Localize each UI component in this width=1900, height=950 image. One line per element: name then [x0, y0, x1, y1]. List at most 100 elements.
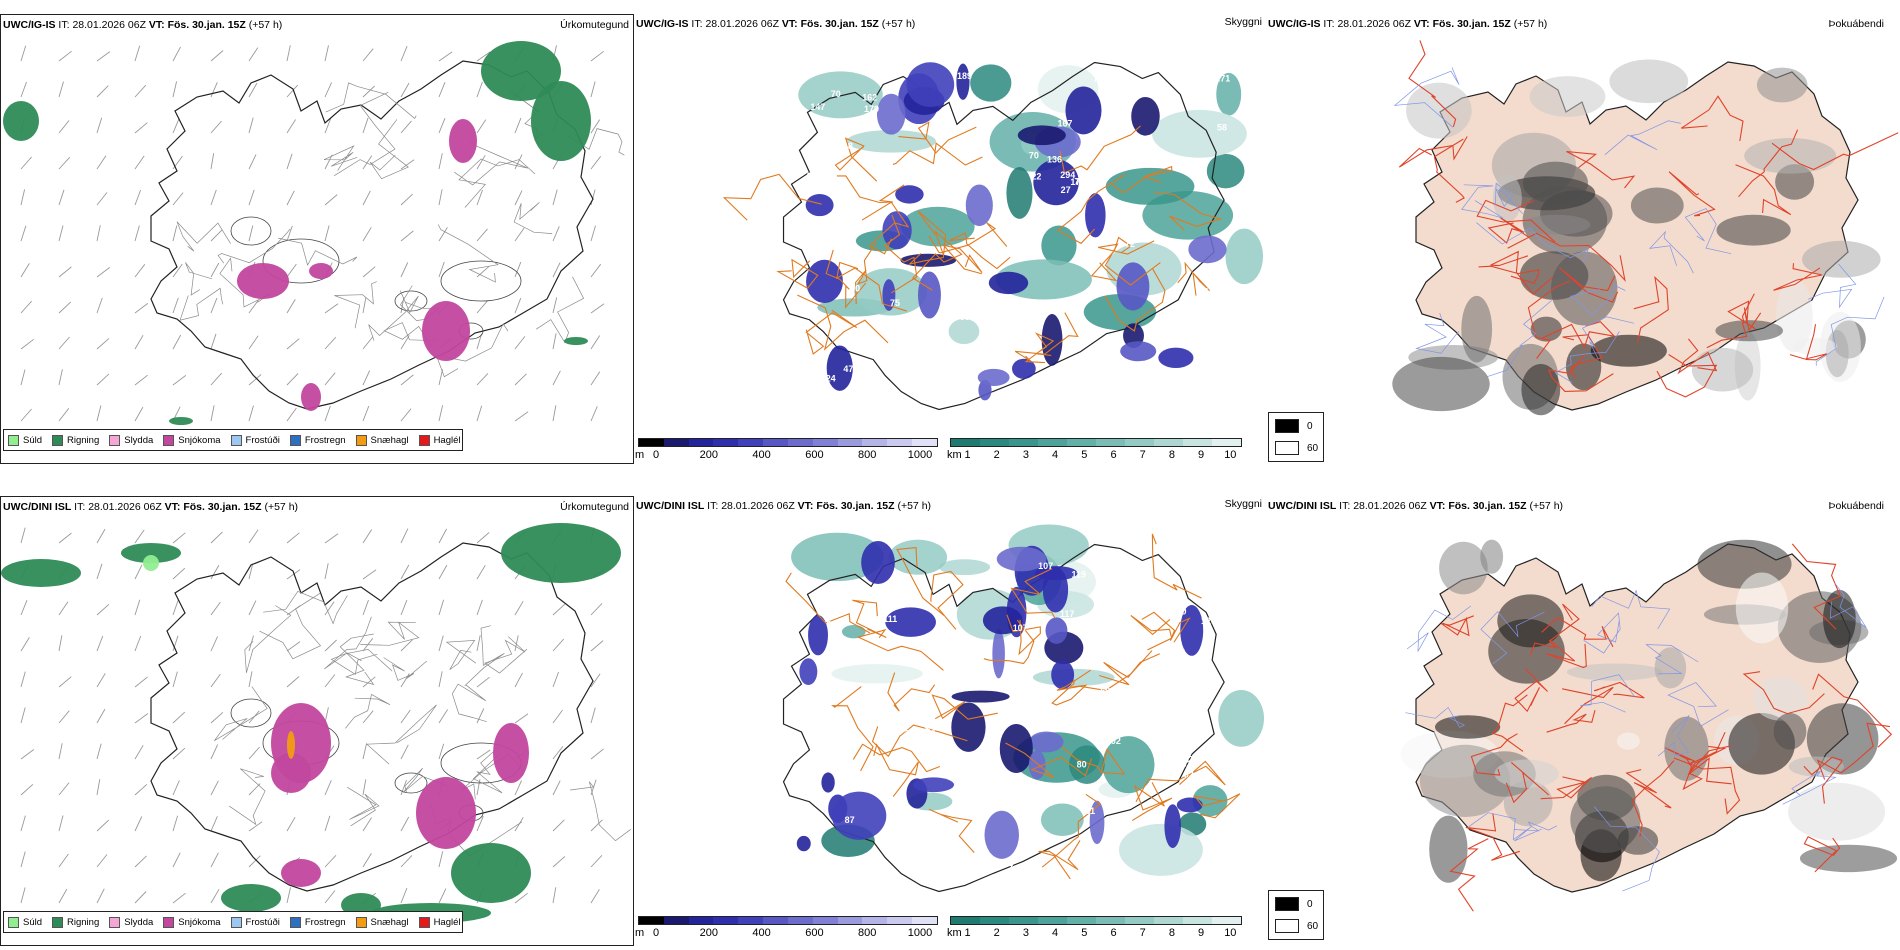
precip-area — [281, 859, 321, 887]
wind-barb — [590, 371, 601, 386]
wind-barb — [400, 887, 408, 904]
vis-m-area — [965, 184, 993, 227]
glacier-outline — [230, 698, 272, 728]
vis-value-label: 18 — [843, 141, 853, 151]
wind-barb — [96, 743, 102, 760]
vis-value-label: 85 — [826, 619, 836, 629]
road-line — [1816, 722, 1891, 780]
wind-barb — [248, 225, 254, 242]
lead-time: (+57 h) — [897, 500, 932, 512]
precip-area — [1, 559, 81, 587]
vis-m-area — [1045, 617, 1068, 644]
vis-value-label: 17 — [1070, 177, 1080, 187]
vis-m-area — [951, 702, 986, 752]
wind-barb — [438, 369, 444, 386]
road-line — [464, 625, 505, 687]
wind-barb — [172, 118, 180, 134]
road-line — [1546, 709, 1596, 733]
wind-barb — [362, 190, 371, 206]
wind-barb — [210, 888, 220, 904]
fog-shade — [1799, 844, 1898, 873]
lead-time: (+57 h) — [1513, 18, 1548, 30]
wind-barb — [172, 852, 181, 868]
panel-title: Þokuábendi — [1828, 500, 1884, 512]
wind-barb — [248, 299, 259, 314]
road-line — [1684, 208, 1732, 255]
wind-barb — [248, 671, 253, 688]
colorbar-tick: 10 — [1224, 927, 1237, 939]
road-line — [435, 323, 509, 378]
colorbar-unit: km — [947, 927, 962, 939]
model-name: UWC/IG-IS — [636, 18, 689, 30]
wind-barb — [362, 529, 373, 544]
glacier-outline — [394, 772, 428, 794]
colorbar-cells — [638, 438, 938, 447]
vis-m-area — [1120, 341, 1157, 362]
vis-value-label: 27 — [975, 794, 985, 804]
colorbar-tick: 200 — [699, 449, 718, 461]
vis-labels: 69 70 58 85 72 18 70 147 101 271 179 294 107 69 77 189 6… — [807, 71, 1230, 385]
wind-barb — [286, 887, 291, 904]
colorbar-tick: 800 — [858, 449, 877, 461]
colorbar-tick: 3 — [1022, 449, 1029, 461]
vis-value-label: 70 — [850, 283, 860, 293]
wind-barb — [324, 780, 332, 796]
wind-barb — [96, 673, 106, 688]
precip-area — [309, 263, 333, 279]
wind-barb — [210, 82, 218, 98]
legend-swatch — [52, 916, 64, 928]
wind-barb — [324, 563, 329, 580]
wind-barb — [324, 639, 337, 652]
fog-shade — [1530, 316, 1562, 342]
wind-barb — [438, 635, 444, 652]
wind-barb — [286, 299, 296, 314]
road-line — [892, 142, 983, 166]
vis-value-label: 89 — [840, 722, 850, 732]
vis-m-area — [1164, 804, 1181, 849]
roads — [722, 121, 1223, 364]
vis-m-area — [1176, 797, 1203, 813]
legend-label: Snæhagl — [370, 916, 409, 928]
vis-m-area — [796, 835, 811, 852]
vis-m-area — [885, 607, 936, 637]
legend-item: Snjókoma — [163, 916, 221, 928]
legend-label: Snjókoma — [178, 434, 221, 446]
glacier-outlines — [230, 216, 522, 340]
colorbar-cell — [738, 917, 764, 924]
wind-barb — [58, 888, 68, 904]
wind-barb — [96, 155, 107, 170]
colorbar-tick: 400 — [752, 927, 771, 939]
vis-value-label: 66 — [1100, 686, 1110, 696]
wind-barb — [590, 819, 603, 832]
vis-m-area — [1085, 193, 1106, 238]
wind-barb — [286, 263, 297, 278]
wind-barb — [248, 746, 260, 760]
wind-barb — [134, 334, 144, 350]
fog-shade — [1616, 732, 1640, 750]
legend-item: Rigning — [52, 434, 99, 446]
road-line — [1111, 165, 1173, 194]
vis-m-area — [1042, 566, 1069, 613]
vis-km-area — [1216, 72, 1242, 116]
wind-barb — [362, 117, 369, 134]
road-line — [259, 593, 322, 660]
legend-item: Súld — [8, 916, 42, 928]
wind-barb — [476, 532, 490, 544]
wind-barb — [400, 193, 414, 206]
vis-value-label: 179 — [864, 104, 879, 114]
legend-item: Snæhagl — [355, 434, 409, 446]
vis-value-label: 92 — [1199, 773, 1209, 783]
road-line — [1789, 324, 1828, 361]
wind-barb — [172, 892, 186, 904]
road-line — [852, 599, 887, 638]
vis-m-area — [1051, 660, 1075, 690]
colorbar-tick: 1000 — [907, 449, 933, 461]
wind-barb — [362, 297, 367, 314]
road-line — [1433, 138, 1465, 203]
road-line — [942, 244, 983, 275]
wind-barb — [96, 405, 102, 422]
wind-barb — [514, 780, 523, 796]
valid-time: Fös. 30.jan. 15Z — [167, 19, 246, 31]
vt-label: VT: — [1413, 18, 1430, 30]
road-line — [1677, 338, 1718, 375]
